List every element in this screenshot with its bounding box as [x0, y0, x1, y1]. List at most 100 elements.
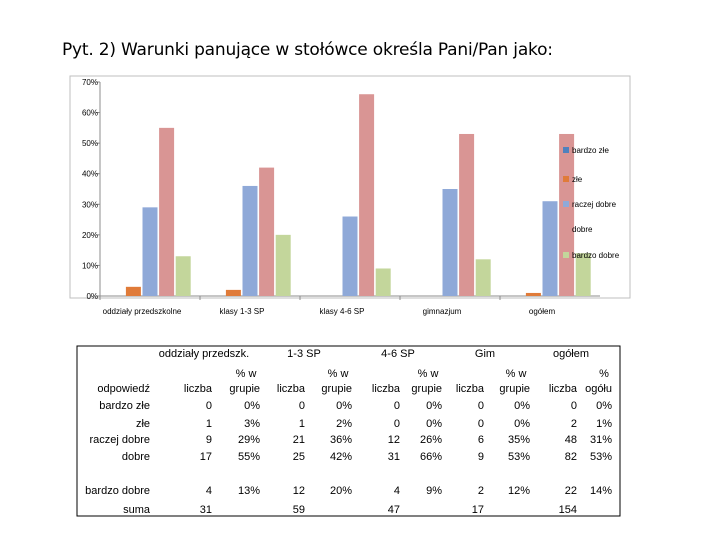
y-tick-label: 50%	[82, 139, 98, 148]
table-cell: 55%	[238, 451, 260, 463]
x-tick-label: ogółem	[529, 307, 556, 316]
table-cell: 12%	[508, 485, 530, 497]
chart-title: Pyt. 2) Warunki panujące w stołówce okre…	[62, 40, 553, 60]
y-tick-label: 20%	[82, 231, 98, 240]
table-cell: 0	[571, 400, 577, 412]
legend-label: bardzo złe	[572, 146, 609, 155]
table-cell: 0%	[596, 400, 612, 412]
row-label: bardzo złe	[99, 400, 150, 412]
table-cell: 154	[559, 504, 577, 516]
table-cell: 22	[565, 485, 577, 497]
y-tick-label: 30%	[82, 200, 98, 209]
table-cell: 26%	[420, 434, 442, 446]
table-cell: 66%	[420, 451, 442, 463]
bar	[475, 259, 491, 296]
table-cell: 14%	[590, 485, 612, 497]
table-cell: 0%	[514, 400, 530, 412]
group-header: 4-6 SP	[381, 348, 415, 360]
table-cell: 12	[388, 434, 400, 446]
legend-swatch	[563, 252, 569, 258]
column-header: liczba	[277, 383, 306, 395]
legend-swatch	[563, 201, 569, 207]
table-cell: 31	[388, 451, 400, 463]
table-cell: 6	[478, 434, 484, 446]
table-cell: 1%	[596, 418, 612, 430]
table-cell: 17	[472, 504, 484, 516]
table-border	[76, 345, 621, 517]
table-cell: 0%	[244, 400, 260, 412]
y-tick-label: 0%	[86, 292, 98, 301]
group-header: oddziały przedszk.	[159, 348, 250, 360]
table-cell: 1	[299, 418, 305, 430]
table-cell: 4	[206, 485, 212, 497]
bar	[225, 289, 241, 296]
column-header: % w	[328, 368, 349, 380]
table-cell: 3%	[244, 418, 260, 430]
table-cell: 1	[206, 418, 212, 430]
table-cell: 25	[293, 451, 305, 463]
table-cell: 0%	[426, 400, 442, 412]
table-cell: 17	[200, 451, 212, 463]
table-cell: 13%	[238, 485, 260, 497]
table-cell: 2	[571, 418, 577, 430]
column-header: %	[599, 368, 609, 380]
x-tick-label: gimnazjum	[423, 307, 462, 316]
column-header: ogółu	[585, 383, 612, 395]
group-header: Gim	[475, 348, 495, 360]
column-header: grupie	[411, 383, 442, 395]
legend-label: dobre	[572, 225, 593, 234]
legend-label: raczej dobre	[572, 200, 617, 209]
table-cell: 42%	[330, 451, 352, 463]
legend-swatch	[563, 147, 569, 153]
column-header: grupie	[499, 383, 530, 395]
column-header: grupie	[229, 383, 260, 395]
table-cell: 0	[478, 418, 484, 430]
table-cell: 36%	[330, 434, 352, 446]
group-header: ogółem	[553, 348, 589, 360]
table-cell: 59	[293, 504, 305, 516]
legend-label: złe	[572, 175, 583, 184]
column-header: grupie	[321, 383, 352, 395]
table-cell: 2%	[336, 418, 352, 430]
column-header: % w	[236, 368, 257, 380]
y-tick-label: 10%	[82, 261, 98, 270]
group-header: 1-3 SP	[287, 348, 321, 360]
bar	[242, 185, 258, 296]
table-cell: 82	[565, 451, 577, 463]
y-tick-label: 70%	[82, 78, 98, 87]
table-cell: 4	[394, 485, 400, 497]
row-label: złe	[136, 418, 150, 430]
column-header: % w	[418, 368, 439, 380]
column-header: liczba	[456, 383, 485, 395]
table-cell: 31	[200, 504, 212, 516]
bar	[159, 127, 175, 296]
table-cell: 47	[388, 504, 400, 516]
bar	[559, 133, 575, 296]
bar	[259, 167, 275, 296]
table-cell: 0	[478, 400, 484, 412]
table-cell: 0%	[336, 400, 352, 412]
table-cell: 53%	[590, 451, 612, 463]
row-label: bardzo dobre	[85, 485, 150, 497]
column-header: odpowiedź	[97, 383, 150, 395]
bar	[275, 234, 291, 296]
table-cell: 2	[478, 485, 484, 497]
bar	[525, 292, 541, 296]
table-cell: 0	[299, 400, 305, 412]
chart-frame	[69, 75, 631, 299]
legend-swatch	[563, 176, 569, 182]
column-header: liczba	[372, 383, 401, 395]
bar	[142, 207, 158, 296]
bar	[125, 286, 141, 296]
table-cell: 20%	[330, 485, 352, 497]
table-cell: 9	[478, 451, 484, 463]
table-cell: 9%	[426, 485, 442, 497]
table-cell: 48	[565, 434, 577, 446]
table-cell: 0%	[514, 418, 530, 430]
bar	[442, 189, 458, 296]
legend-label: bardzo dobre	[572, 251, 620, 260]
x-tick-label: oddziały przedszkolne	[103, 307, 182, 316]
bar	[175, 256, 191, 296]
bar-chart: 0% 10% 20% 30% 40% 50% 60% 70% oddziały przedszk…	[69, 75, 631, 316]
bar	[575, 253, 591, 296]
